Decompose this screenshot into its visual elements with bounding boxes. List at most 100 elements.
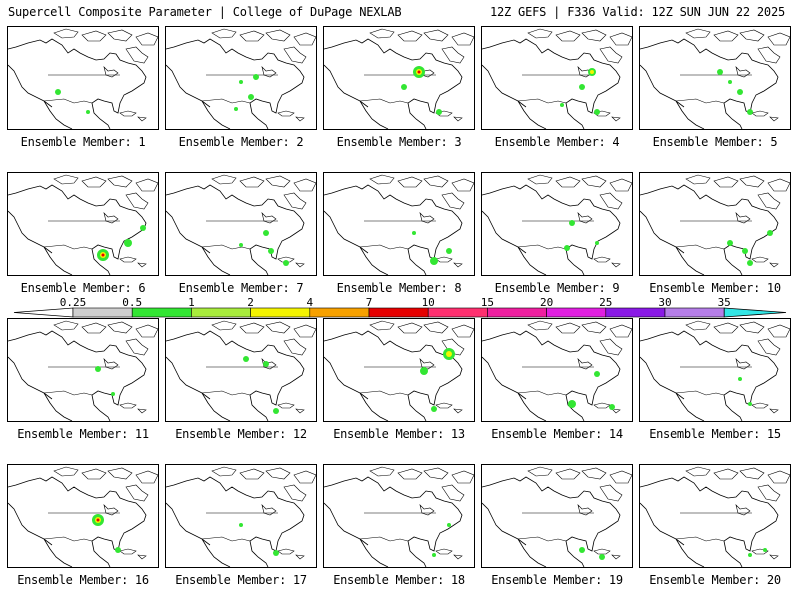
legend-swatch bbox=[368, 307, 429, 318]
scp-contour-blob bbox=[717, 69, 723, 75]
legend-swatch bbox=[487, 307, 547, 318]
ensemble-map-panel[interactable] bbox=[165, 464, 317, 568]
scp-contour-blob bbox=[568, 400, 576, 408]
scp-contour-blob bbox=[564, 245, 570, 251]
map-title: Supercell Composite Parameter | College … bbox=[8, 5, 402, 19]
ensemble-map-panel[interactable] bbox=[481, 318, 633, 422]
ensemble-map-panel[interactable] bbox=[639, 26, 791, 130]
north-america-map bbox=[640, 28, 790, 129]
scp-contour-blob bbox=[446, 351, 452, 357]
legend-tick-label: 0.5 bbox=[122, 296, 143, 309]
legend-tick-label: 35 bbox=[717, 296, 731, 309]
ensemble-map-panel[interactable] bbox=[639, 172, 791, 276]
ensemble-member-label: Ensemble Member: 12 bbox=[175, 427, 307, 441]
ensemble-member-label: Ensemble Member: 14 bbox=[491, 427, 623, 441]
legend-swatch bbox=[605, 307, 666, 318]
ensemble-member-label: Ensemble Member: 15 bbox=[649, 427, 781, 441]
legend-tick-label: 25 bbox=[599, 296, 613, 309]
ensemble-member-label: Ensemble Member: 3 bbox=[336, 135, 462, 149]
ensemble-member-label: Ensemble Member: 5 bbox=[652, 135, 778, 149]
scp-contour-blob bbox=[420, 367, 428, 375]
ensemble-map-panel[interactable] bbox=[323, 464, 475, 568]
ensemble-map-panel[interactable] bbox=[481, 26, 633, 130]
scp-contour-blob bbox=[253, 74, 259, 80]
north-america-map bbox=[482, 28, 632, 129]
scp-contour-blob bbox=[609, 404, 615, 410]
scp-contour-blob bbox=[263, 361, 269, 367]
legend-tick-label: 20 bbox=[539, 296, 554, 309]
north-america-map bbox=[8, 28, 158, 129]
ensemble-member-label: Ensemble Member: 9 bbox=[494, 281, 620, 295]
ensemble-map-panel[interactable] bbox=[7, 26, 159, 130]
scp-contour-blob bbox=[595, 241, 599, 245]
north-america-map bbox=[640, 174, 790, 275]
north-america-map bbox=[640, 320, 790, 421]
legend-swatch bbox=[131, 307, 192, 318]
ensemble-member-label: Ensemble Member: 10 bbox=[649, 281, 781, 295]
scp-contour-blob bbox=[431, 406, 437, 412]
scp-contour-blob bbox=[748, 402, 752, 406]
ensemble-member-label: Ensemble Member: 7 bbox=[178, 281, 304, 295]
north-america-map bbox=[166, 466, 316, 567]
north-america-map bbox=[166, 174, 316, 275]
legend-swatch bbox=[309, 307, 370, 318]
ensemble-map-panel[interactable] bbox=[639, 318, 791, 422]
ensemble-member-label: Ensemble Member: 4 bbox=[494, 135, 620, 149]
ensemble-map-panel[interactable] bbox=[481, 172, 633, 276]
ensemble-map-panel[interactable] bbox=[165, 318, 317, 422]
ensemble-member-label: Ensemble Member: 19 bbox=[491, 573, 623, 587]
north-america-map bbox=[482, 320, 632, 421]
ensemble-map-panel[interactable] bbox=[323, 318, 475, 422]
scp-contour-blob bbox=[728, 80, 732, 84]
scp-contour-blob bbox=[140, 225, 146, 231]
scp-contour-blob bbox=[283, 260, 289, 266]
scp-contour-blob bbox=[447, 523, 451, 527]
north-america-map bbox=[482, 466, 632, 567]
legend-tick-label: 0.25 bbox=[59, 296, 87, 309]
scp-contour-blob bbox=[239, 243, 243, 247]
ensemble-map-panel[interactable] bbox=[7, 464, 159, 568]
scp-contour-blob bbox=[412, 231, 416, 235]
scp-contour-blob bbox=[767, 230, 773, 236]
legend-swatch bbox=[250, 307, 311, 318]
scp-contour-blob bbox=[96, 518, 100, 522]
scp-contour-blob bbox=[239, 80, 243, 84]
ensemble-map-panel[interactable] bbox=[7, 172, 159, 276]
scp-contour-blob bbox=[579, 84, 585, 90]
ensemble-map-panel[interactable] bbox=[323, 172, 475, 276]
scp-contour-blob bbox=[234, 107, 238, 111]
scp-contour-blob bbox=[432, 553, 436, 557]
ensemble-map-panel[interactable] bbox=[481, 464, 633, 568]
scp-contour-blob bbox=[239, 523, 243, 527]
ensemble-map-panel[interactable] bbox=[323, 26, 475, 130]
legend-tick-label: 30 bbox=[658, 296, 672, 309]
ensemble-member-label: Ensemble Member: 20 bbox=[649, 573, 781, 587]
scp-contour-blob bbox=[248, 94, 254, 100]
legend-swatch bbox=[664, 307, 725, 318]
scp-contour-blob bbox=[594, 371, 600, 377]
ensemble-map-panel[interactable] bbox=[639, 464, 791, 568]
scp-contour-blob bbox=[417, 70, 421, 74]
scp-contour-blob bbox=[111, 392, 115, 396]
ensemble-member-label: Ensemble Member: 2 bbox=[178, 135, 304, 149]
north-america-map bbox=[166, 28, 316, 129]
legend-swatch bbox=[191, 307, 251, 318]
ensemble-map-panel[interactable] bbox=[165, 26, 317, 130]
scp-contour-blob bbox=[747, 109, 753, 115]
scp-contour-blob bbox=[737, 89, 743, 95]
north-america-map bbox=[8, 174, 158, 275]
scp-contour-blob bbox=[273, 550, 279, 556]
scp-contour-blob bbox=[124, 239, 132, 247]
scp-contour-blob bbox=[95, 366, 101, 372]
scp-contour-blob bbox=[273, 408, 279, 414]
ensemble-member-label: Ensemble Member: 8 bbox=[336, 281, 462, 295]
scp-contour-blob bbox=[560, 103, 564, 107]
scp-contour-blob bbox=[446, 248, 452, 254]
legend-tick-label: 1 bbox=[188, 296, 195, 309]
legend-left-arrow bbox=[13, 307, 74, 318]
scp-contour-blob bbox=[727, 240, 733, 246]
ensemble-map-panel[interactable] bbox=[165, 172, 317, 276]
ensemble-map-panel[interactable] bbox=[7, 318, 159, 422]
ensemble-member-label: Ensemble Member: 6 bbox=[20, 281, 146, 295]
scp-contour-blob bbox=[594, 109, 600, 115]
